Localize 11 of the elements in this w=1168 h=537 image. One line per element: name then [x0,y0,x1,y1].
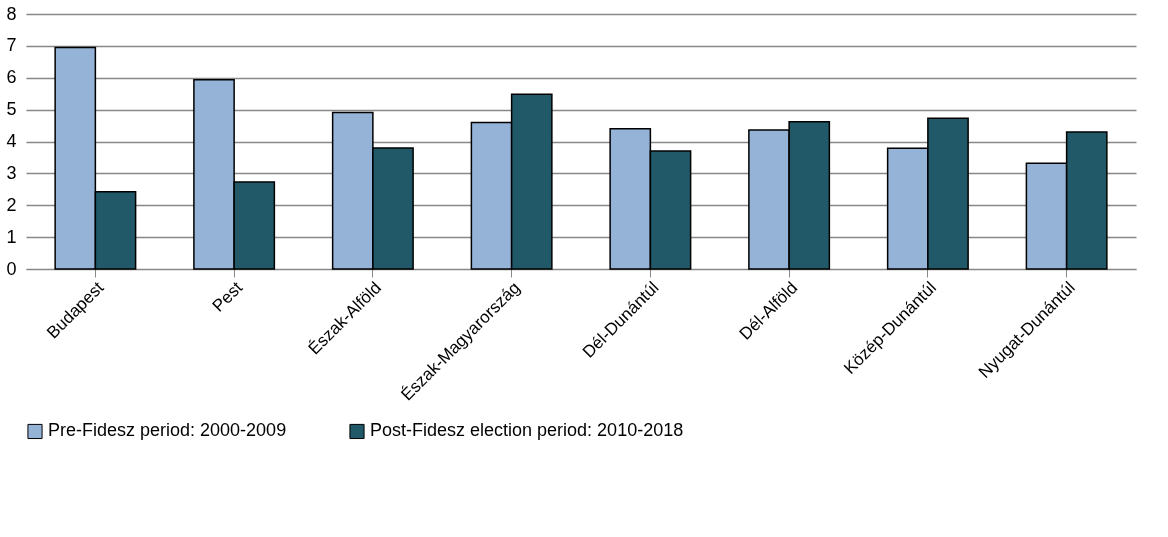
y-tick-label: 7 [6,35,17,56]
y-tick-label: 0 [6,258,17,279]
legend-label: Pre-Fidesz period: 2000-2009 [48,420,287,441]
legend-label: Post-Fidesz election period: 2010-2018 [370,420,684,441]
y-tick-label: 4 [6,131,17,151]
y-tick-label: 1 [6,226,17,247]
y-tick-label: 5 [6,99,17,120]
y-tick-label: 6 [6,67,17,88]
y-tick-label: 8 [6,3,17,24]
y-tick-label: 2 [6,194,17,215]
y-tick-label: 3 [6,162,17,183]
